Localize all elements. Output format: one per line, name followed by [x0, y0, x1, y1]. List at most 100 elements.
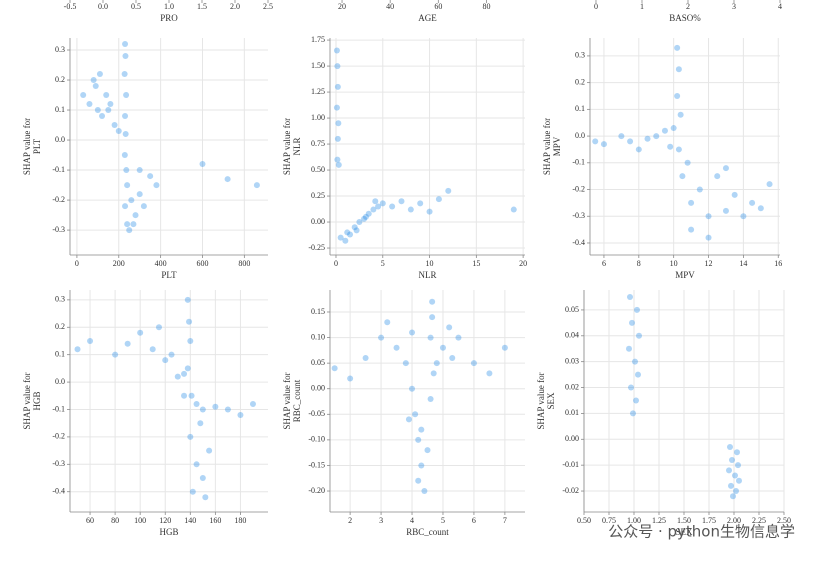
- point: [202, 494, 209, 501]
- point: [409, 385, 416, 392]
- point: [600, 141, 607, 148]
- x-tick-label: 2: [686, 2, 690, 11]
- point: [510, 206, 517, 213]
- point: [372, 198, 379, 205]
- x-axis-label: MPV: [675, 270, 695, 280]
- point: [405, 416, 412, 423]
- point: [446, 324, 453, 331]
- point: [375, 203, 382, 210]
- x-axis-label: PRO: [160, 13, 178, 23]
- point: [455, 334, 462, 341]
- point: [186, 318, 193, 325]
- x-tick-label: 140: [184, 516, 196, 525]
- point: [122, 53, 129, 60]
- point: [153, 182, 160, 189]
- point: [370, 206, 377, 213]
- point: [501, 344, 508, 351]
- point: [115, 128, 122, 135]
- point: [224, 406, 231, 413]
- point: [199, 406, 206, 413]
- point: [733, 488, 739, 495]
- x-tick-label: 12: [705, 259, 713, 268]
- point: [184, 365, 191, 372]
- point: [123, 92, 130, 99]
- point: [123, 167, 130, 174]
- point: [661, 127, 668, 134]
- x-tick-label: 14: [739, 259, 747, 268]
- point: [344, 229, 351, 236]
- y-tick-label: 1.00: [311, 113, 325, 122]
- y-tick-label: -0.4: [52, 487, 65, 496]
- point: [356, 219, 363, 226]
- x-tick-label: 20: [338, 2, 346, 11]
- point: [735, 462, 741, 469]
- point: [677, 111, 684, 118]
- x-tick-label: 6: [472, 516, 476, 525]
- y-tick-label: 1.75: [311, 35, 325, 44]
- y-axis-label: HGB: [32, 391, 42, 410]
- point: [353, 227, 360, 234]
- x-axis-label: PLT: [161, 270, 177, 280]
- point: [627, 138, 634, 145]
- x-tick-label: 5: [441, 516, 445, 525]
- point: [174, 373, 181, 380]
- y-tick-label: 0.3: [575, 51, 585, 60]
- y-axis-label: RBC_count: [292, 379, 302, 422]
- point: [629, 319, 635, 326]
- point: [667, 143, 674, 150]
- point: [212, 403, 219, 410]
- y-tick-label: -0.02: [562, 486, 579, 495]
- x-tick-label: 160: [209, 516, 221, 525]
- point: [722, 165, 729, 172]
- point: [696, 186, 703, 193]
- y-tick-label: 0.15: [311, 307, 325, 316]
- point: [398, 198, 405, 205]
- point: [128, 197, 135, 204]
- y-tick-label: -0.2: [572, 184, 585, 193]
- point: [705, 234, 712, 241]
- point: [335, 161, 342, 168]
- x-tick-label: 0.75: [602, 516, 616, 525]
- point: [424, 447, 431, 454]
- y-tick-label: 0.25: [311, 191, 325, 200]
- x-tick-label: 15: [472, 259, 480, 268]
- y-tick-label: 0.0: [575, 131, 585, 140]
- y-tick-label: 0.00: [311, 384, 325, 393]
- x-axis-label: SEX: [675, 527, 693, 537]
- point: [470, 360, 477, 367]
- y-tick-label: 0.50: [311, 165, 325, 174]
- point: [632, 358, 638, 365]
- x-tick-label: 20: [519, 259, 527, 268]
- x-tick-label: 1.50: [677, 516, 691, 525]
- point: [421, 488, 428, 495]
- point: [445, 187, 452, 194]
- point: [199, 161, 206, 168]
- point: [122, 41, 129, 48]
- point: [188, 392, 195, 399]
- x-tick-label: 60: [434, 2, 442, 11]
- x-axis-label: HGB: [159, 527, 178, 537]
- point: [122, 203, 129, 210]
- point: [726, 467, 732, 474]
- point: [122, 131, 129, 138]
- point: [653, 133, 660, 140]
- x-tick-label: 2.0: [230, 2, 240, 11]
- point: [74, 346, 81, 353]
- x-tick-label: 800: [238, 259, 250, 268]
- point: [335, 120, 342, 127]
- point: [757, 205, 764, 212]
- point: [168, 351, 175, 358]
- point: [92, 83, 99, 90]
- point: [147, 173, 154, 180]
- y-tick-label: -0.25: [308, 243, 325, 252]
- x-tick-label: 3: [732, 2, 736, 11]
- y-tick-label: -0.3: [52, 225, 65, 234]
- point: [435, 196, 442, 203]
- x-tick-label: 1.0: [164, 2, 174, 11]
- point: [224, 176, 231, 183]
- point: [407, 206, 414, 213]
- x-tick-label: 7: [503, 516, 507, 525]
- point: [675, 146, 682, 153]
- point: [670, 125, 677, 132]
